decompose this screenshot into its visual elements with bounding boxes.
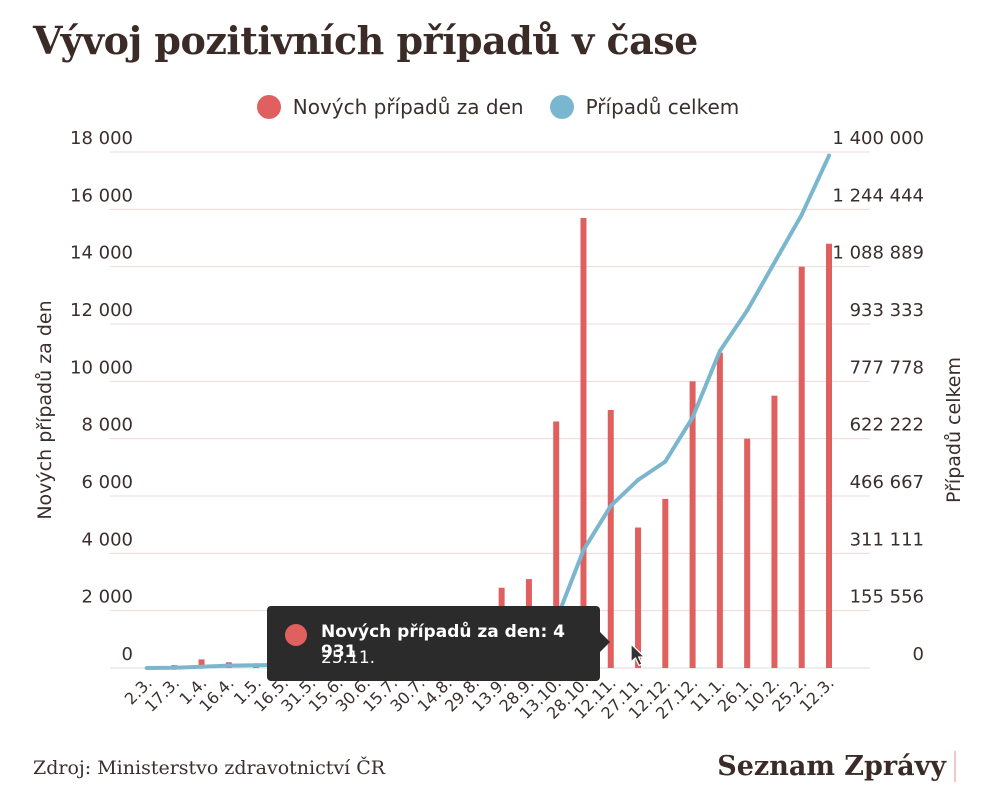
y-tick-label-right: 1 088 889 [832, 243, 924, 264]
line-point [690, 415, 695, 420]
y-tick-label-right: 933 333 [850, 300, 924, 321]
line-point [608, 503, 613, 508]
bar [635, 527, 642, 668]
y-tick-label-left: 4 000 [81, 529, 133, 550]
y-tick-label-right: 311 111 [850, 529, 924, 550]
bar [689, 381, 696, 668]
bar [716, 352, 723, 668]
bar [662, 498, 669, 668]
y-axis-label-right: Případů celkem [943, 357, 965, 503]
line-point [581, 548, 586, 553]
y-tick-label-left: 16 000 [70, 185, 133, 206]
legend-label: Nových případů za den [292, 95, 524, 119]
line-point [663, 459, 668, 464]
line-point [145, 665, 149, 670]
y-tick-label-right: 777 778 [850, 357, 924, 378]
line-point [745, 308, 750, 313]
y-tick-label-left: 14 000 [70, 243, 133, 264]
y-tick-label-left: 6 000 [81, 472, 133, 493]
bar [771, 395, 778, 668]
line-point [254, 663, 259, 668]
series-line [145, 153, 831, 670]
legend: Nových případů za den Případů celkem [0, 95, 996, 119]
line-point [636, 478, 641, 483]
line-point [772, 260, 777, 265]
legend-label: Případů celkem [585, 95, 740, 119]
y-tick-label-left: 8 000 [81, 415, 133, 436]
tooltip-date: 25.11. [321, 648, 376, 668]
line-point [799, 212, 804, 217]
y-tick-label-right: 466 667 [850, 472, 924, 493]
line-point [827, 153, 831, 158]
tooltip-label: Nových případů za den: 4 931 [321, 622, 566, 662]
bar [744, 438, 751, 668]
brand-logo: Seznam Zprávy [717, 751, 956, 782]
legend-dot-icon [256, 95, 281, 119]
y-tick-label-right: 622 222 [850, 415, 924, 436]
tooltip-dot-icon [285, 624, 307, 646]
y-tick-label-left: 2 000 [81, 587, 133, 608]
y-tick-label-right: 1 400 000 [832, 128, 924, 149]
y-axis-label-left: Nových případů za den [34, 300, 56, 519]
bar [198, 659, 205, 668]
chart-title: Vývoj pozitivních případů v čase [33, 18, 698, 63]
y-tick-label-left: 18 000 [70, 128, 133, 149]
mouse-cursor-icon [630, 643, 646, 667]
y-tick-label-left: 10 000 [70, 357, 133, 378]
line-point [199, 664, 204, 669]
y-tick-label-right: 1 244 444 [832, 185, 924, 206]
y-tick-label-left: 12 000 [70, 300, 133, 321]
line-point [226, 663, 231, 668]
bar [580, 217, 587, 668]
y-tick-label-right: 155 556 [850, 587, 924, 608]
tooltip: Nových případů za den: 4 931 25.11. [267, 606, 610, 681]
line-point [717, 349, 722, 354]
bar [798, 266, 805, 668]
line-point [172, 665, 177, 670]
y-tick-label-right: 0 [913, 644, 924, 665]
bar [553, 421, 560, 668]
source-note: Zdroj: Ministerstvo zdravotnictví ČR [33, 757, 386, 779]
bar [826, 243, 832, 668]
y-tick-label-left: 0 [122, 644, 133, 665]
legend-item-new-cases[interactable]: Nových případů za den [256, 95, 524, 119]
legend-dot-icon [549, 95, 574, 119]
bar [607, 410, 614, 668]
legend-item-total-cases[interactable]: Případů celkem [549, 95, 740, 119]
